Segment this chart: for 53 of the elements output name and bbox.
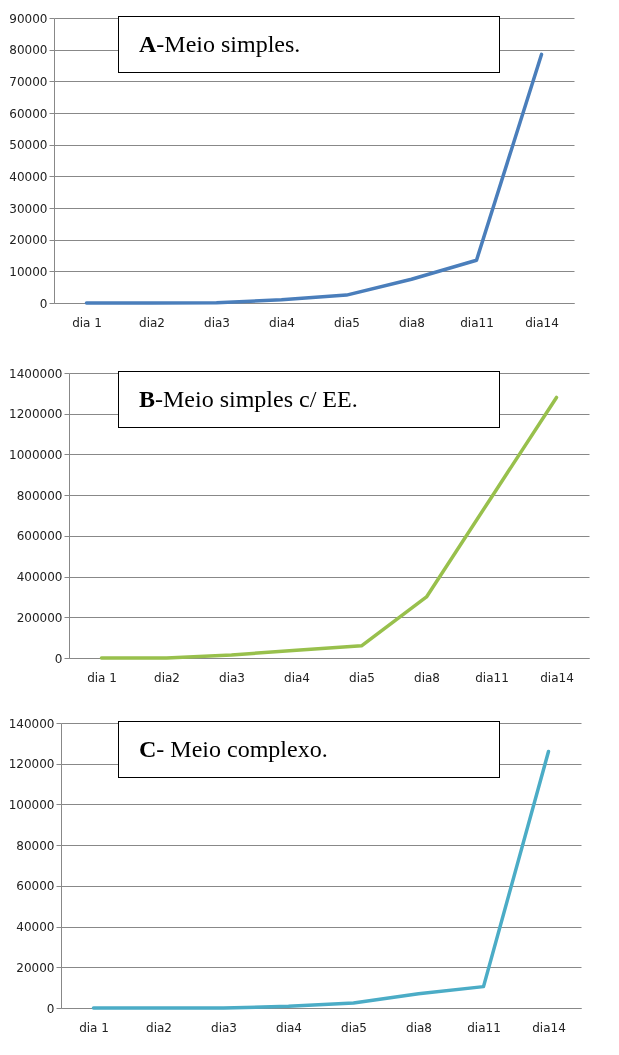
y-tick-label: 40000 (9, 169, 48, 184)
y-tick-label: 200000 (16, 610, 63, 625)
x-tick-label: dia8 (399, 315, 425, 330)
x-tick-label: dia2 (146, 1020, 172, 1035)
y-tick-label: 80000 (9, 43, 48, 58)
y-tick-label: 1400000 (9, 366, 63, 381)
y-tick-label: 800000 (16, 488, 63, 503)
x-tick-label: dia 1 (79, 1020, 109, 1035)
y-tick-label: 60000 (16, 879, 55, 894)
title-frame: C- Meio complexo. (118, 721, 500, 778)
y-tick-label: 10000 (9, 264, 48, 279)
y-tick-label: 40000 (16, 920, 55, 935)
x-tick-label: dia4 (269, 315, 295, 330)
y-tick-label: 100000 (8, 797, 55, 812)
y-tick-label: 0 (39, 296, 48, 311)
y-tick-label: 20000 (16, 960, 55, 975)
y-tick-label: 400000 (16, 570, 63, 585)
x-tick-label: dia14 (532, 1020, 566, 1035)
y-tick-label: 60000 (9, 106, 48, 121)
x-tick-label: dia3 (211, 1020, 237, 1035)
title-frame: A-Meio simples. (118, 16, 500, 73)
x-tick-label: dia8 (406, 1020, 432, 1035)
x-tick-label: dia 1 (87, 670, 117, 685)
y-tick-label: 0 (54, 651, 63, 666)
x-tick-label: dia11 (467, 1020, 501, 1035)
x-tick-label: dia3 (219, 670, 245, 685)
y-tick-label: 140000 (8, 716, 55, 731)
y-tick-label: 120000 (8, 757, 55, 772)
x-tick-label: dia5 (334, 315, 360, 330)
x-tick-label: dia3 (204, 315, 230, 330)
x-tick-label: dia5 (349, 670, 375, 685)
y-tick-label: 90000 (9, 11, 48, 26)
x-tick-label: dia5 (341, 1020, 367, 1035)
y-tick-label: 1200000 (9, 407, 63, 422)
x-tick-label: dia4 (276, 1020, 302, 1035)
x-tick-label: dia14 (525, 315, 559, 330)
y-tick-label: 1000000 (9, 447, 63, 462)
y-tick-label: 30000 (9, 201, 48, 216)
x-tick-label: dia2 (154, 670, 180, 685)
y-tick-label: 600000 (16, 529, 63, 544)
title-frame: B-Meio simples c/ EE. (118, 371, 500, 428)
x-tick-label: dia11 (475, 670, 509, 685)
x-tick-label: dia4 (284, 670, 310, 685)
y-tick-label: 80000 (16, 838, 55, 853)
x-tick-label: dia2 (139, 315, 165, 330)
y-tick-label: 70000 (9, 74, 48, 89)
y-tick-label: 50000 (9, 138, 48, 153)
y-tick-label: 0 (46, 1001, 55, 1016)
x-tick-label: dia8 (414, 670, 440, 685)
x-tick-label: dia14 (540, 670, 574, 685)
y-tick-label: 20000 (9, 233, 48, 248)
x-tick-label: dia 1 (72, 315, 102, 330)
x-tick-label: dia11 (460, 315, 494, 330)
